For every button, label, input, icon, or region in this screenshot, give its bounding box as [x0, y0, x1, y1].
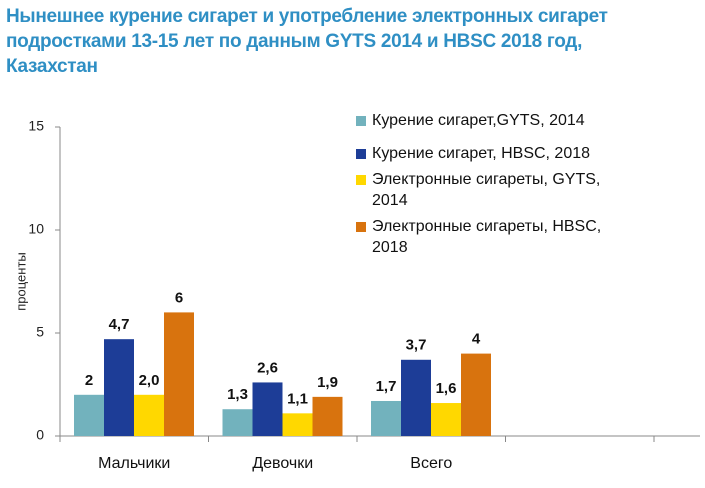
y-tick-label: 10 — [28, 221, 44, 237]
legend-swatch — [356, 222, 366, 232]
value-label: 4 — [472, 331, 481, 348]
legend-item: Электронные сигареты, GYTS, 2014 — [356, 169, 632, 211]
legend: Курение сигарет,GYTS, 2014 Курение сигаре… — [356, 110, 656, 263]
bar — [461, 353, 491, 436]
value-label: 1,1 — [287, 390, 308, 407]
bar — [282, 413, 313, 436]
y-tick-label: 5 — [36, 324, 44, 340]
value-label: 2,6 — [257, 359, 278, 376]
bar — [104, 339, 134, 436]
chart-title: Нынешнее курение сигарет и употребление … — [6, 6, 608, 77]
legend-label: Электронные сигареты, GYTS, 2014 — [372, 171, 601, 209]
value-label: 2,0 — [139, 372, 160, 389]
legend-item: Электронные сигареты, HBSC, 2018 — [356, 216, 632, 258]
value-label: 6 — [175, 289, 183, 306]
bar — [401, 359, 431, 436]
x-tick-label: Всего — [410, 455, 452, 472]
legend-swatch — [356, 175, 366, 185]
bar — [164, 312, 194, 436]
bar — [134, 394, 164, 436]
value-label: 3,7 — [406, 337, 427, 354]
value-label: 2 — [85, 372, 93, 389]
legend-label: Электронные сигареты, HBSC, 2018 — [372, 218, 602, 256]
bar — [222, 409, 253, 436]
x-tick-label: Девочки — [252, 455, 313, 472]
bar — [312, 396, 343, 436]
legend-item: Курение сигарет, HBSC, 2018 — [356, 143, 632, 164]
legend-label: Курение сигарет,GYTS, 2014 — [372, 112, 585, 129]
y-tick-label: 15 — [28, 118, 44, 134]
bar — [74, 394, 104, 436]
y-tick-label: 0 — [36, 427, 44, 443]
legend-label: Курение сигарет, HBSC, 2018 — [372, 145, 591, 162]
legend-swatch — [356, 116, 366, 126]
bar — [371, 400, 401, 436]
value-label: 4,7 — [109, 316, 130, 333]
y-axis-label: проценты — [13, 252, 28, 311]
value-label: 1,6 — [436, 380, 457, 397]
legend-swatch — [356, 149, 366, 159]
value-label: 1,7 — [376, 378, 397, 395]
bar — [252, 382, 283, 436]
legend-item: Курение сигарет,GYTS, 2014 — [356, 110, 692, 131]
bar — [431, 403, 461, 436]
value-label: 1,9 — [317, 374, 338, 391]
value-label: 1,3 — [227, 386, 248, 403]
x-tick-label: Мальчики — [98, 455, 170, 472]
